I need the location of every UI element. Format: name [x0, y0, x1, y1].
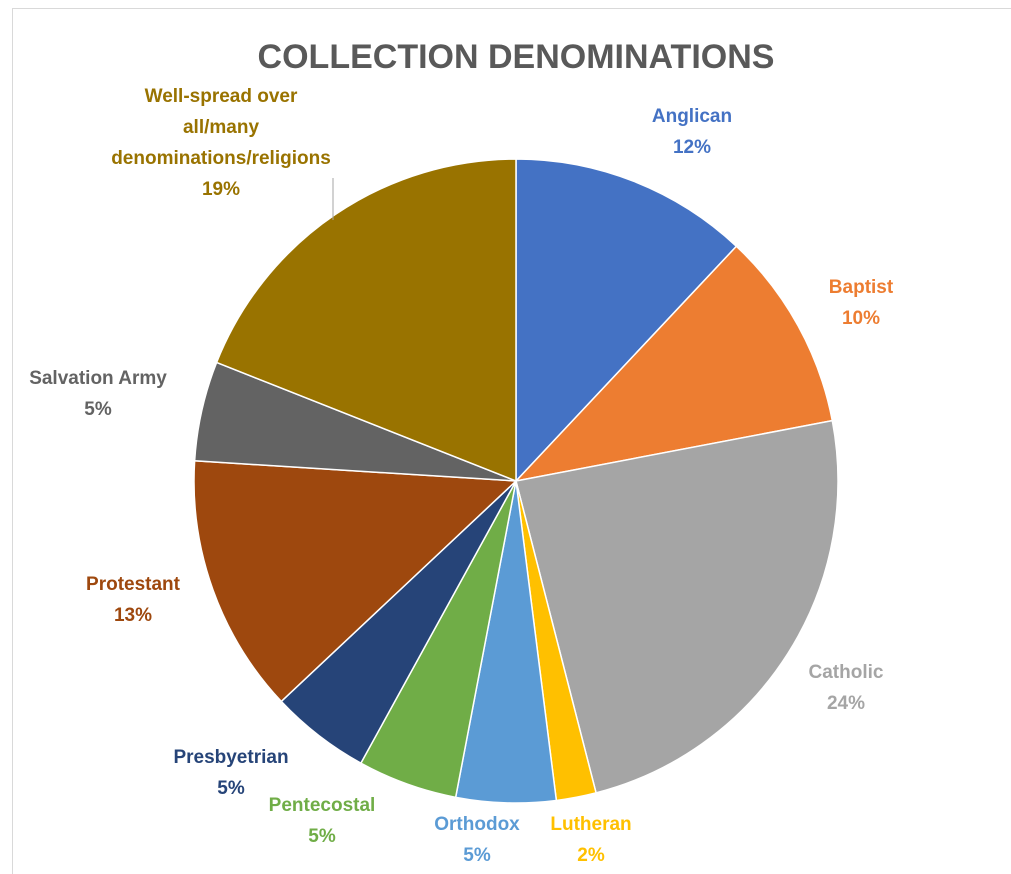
data-label-line: Orthodox — [434, 814, 520, 835]
data-label-line: 2% — [577, 845, 605, 866]
data-label-protestant: Protestant 13% — [86, 574, 181, 626]
data-label-well-spread-over-all-many-denominations-religions: Well-spread over all/many denominations/re… — [111, 86, 331, 200]
pie-slice-well-spread-over-all-many-denominations-religions — [215, 158, 517, 483]
data-label-line: 5% — [217, 778, 245, 799]
data-label-line: Anglican — [652, 106, 732, 127]
data-label-line: denominations/religions — [111, 148, 331, 169]
data-label-catholic: Catholic 24% — [809, 662, 884, 714]
data-label-line: 12% — [673, 137, 711, 158]
data-label-line: 10% — [842, 308, 880, 329]
data-label-pentecostal: Pentecostal 5% — [269, 795, 376, 847]
pie-slice-baptist — [513, 245, 834, 483]
data-label-line: Well-spread over — [145, 86, 298, 107]
pie-slice-catholic — [515, 419, 839, 794]
data-label-line: Baptist — [829, 277, 894, 298]
data-label-line: Salvation Army — [29, 368, 167, 389]
chart-title: COLLECTION DENOMINATIONS — [258, 38, 775, 76]
data-label-line: Pentecostal — [269, 795, 376, 816]
data-label-presbyetrian: Presbyetrian 5% — [173, 747, 288, 799]
data-label-line: 5% — [308, 826, 336, 847]
data-label-line: 24% — [827, 693, 865, 714]
data-labels: Anglican 12% Baptist 10% Catholic 24% Lutheran… — [29, 86, 894, 866]
data-label-salvation-army: Salvation Army 5% — [29, 368, 167, 420]
data-label-line: all/many — [183, 117, 259, 138]
pie-slices — [193, 158, 839, 804]
data-label-lutheran: Lutheran 2% — [550, 814, 631, 866]
data-label-line: Catholic — [809, 662, 884, 683]
pie-slice-protestant — [193, 459, 518, 703]
data-label-line: 19% — [202, 179, 240, 200]
chart-border-top — [12, 8, 1011, 9]
pie-slice-anglican — [515, 158, 738, 483]
data-label-line: Presbyetrian — [173, 747, 288, 768]
data-label-line: 5% — [84, 399, 112, 420]
chart-border-left — [12, 8, 13, 874]
data-label-line: 5% — [463, 845, 491, 866]
data-label-line: 13% — [114, 605, 152, 626]
data-label-line: Lutheran — [550, 814, 631, 835]
data-label-anglican: Anglican 12% — [652, 106, 732, 158]
data-label-baptist: Baptist 10% — [829, 277, 894, 329]
data-label-line: Protestant — [86, 574, 181, 595]
data-label-orthodox: Orthodox 5% — [434, 814, 520, 866]
